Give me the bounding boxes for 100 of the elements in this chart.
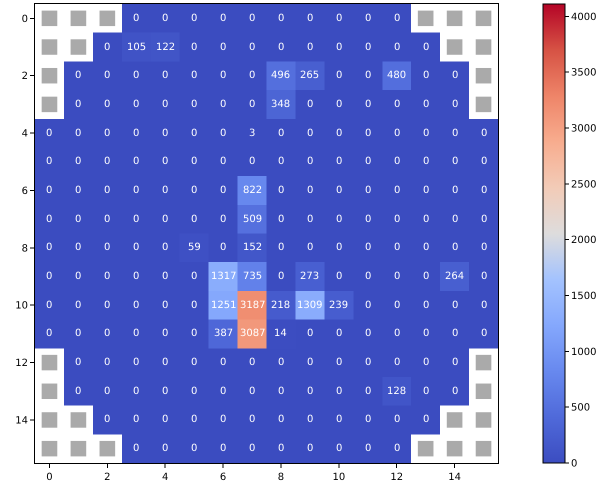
data-label: 0 xyxy=(133,271,140,282)
data-label: 0 xyxy=(191,386,198,397)
data-label: 0 xyxy=(365,128,372,139)
data-label: 0 xyxy=(365,328,372,339)
data-label: 0 xyxy=(452,99,458,110)
data-label: 0 xyxy=(104,185,110,196)
data-label: 0 xyxy=(278,443,284,454)
data-label: 0 xyxy=(481,185,488,196)
data-label: 0 xyxy=(133,443,140,454)
data-label: 0 xyxy=(481,156,488,167)
data-label: 0 xyxy=(75,99,82,110)
data-label: 0 xyxy=(75,328,82,339)
data-label: 0 xyxy=(191,70,198,81)
data-label: 0 xyxy=(104,128,110,139)
data-label: 0 xyxy=(307,185,314,196)
data-label: 0 xyxy=(394,42,400,53)
data-label: 0 xyxy=(423,156,430,167)
data-label: 0 xyxy=(46,300,52,311)
data-label: 0 xyxy=(423,128,430,139)
data-label: 0 xyxy=(249,13,256,24)
data-label: 0 xyxy=(220,214,226,225)
data-label: 0 xyxy=(133,214,140,225)
data-label: 0 xyxy=(481,242,488,253)
data-label: 0 xyxy=(191,99,198,110)
data-label: 0 xyxy=(394,414,400,425)
data-label: 0 xyxy=(278,214,284,225)
data-label: 0 xyxy=(133,70,140,81)
data-label: 1309 xyxy=(297,300,322,311)
data-label: 0 xyxy=(104,70,110,81)
category-label: 2 xyxy=(104,472,111,483)
data-label: 0 xyxy=(336,386,342,397)
data-label: 0 xyxy=(423,271,430,282)
data-label: 0 xyxy=(191,357,198,368)
data-label: 348 xyxy=(271,99,290,110)
data-label: 0 xyxy=(104,328,110,339)
color-bar-label: 3500 xyxy=(571,68,596,79)
data-label: 0 xyxy=(191,414,198,425)
data-label: 0 xyxy=(75,128,82,139)
data-label: 0 xyxy=(133,357,140,368)
data-label: 0 xyxy=(249,443,256,454)
data-label: 0 xyxy=(249,70,256,81)
data-label: 0 xyxy=(365,185,372,196)
category-label: 10 xyxy=(332,472,346,483)
data-label: 0 xyxy=(104,99,110,110)
data-label: 0 xyxy=(423,328,430,339)
data-label: 0 xyxy=(394,13,400,24)
y-category-label: 6 xyxy=(22,186,28,197)
data-label: 0 xyxy=(162,300,168,311)
data-label: 0 xyxy=(133,242,140,253)
data-label: 0 xyxy=(365,443,372,454)
data-label: 0 xyxy=(133,156,140,167)
data-label: 0 xyxy=(162,156,168,167)
data-label: 0 xyxy=(394,357,400,368)
data-label: 0 xyxy=(394,443,400,454)
data-label: 0 xyxy=(336,70,342,81)
color-bar-label: 1500 xyxy=(571,290,596,302)
data-label: 0 xyxy=(365,214,372,225)
data-label: 0 xyxy=(133,386,140,397)
data-label: 0 xyxy=(394,271,400,282)
data-label: 273 xyxy=(300,271,320,282)
data-label: 0 xyxy=(278,128,284,139)
data-label: 0 xyxy=(336,414,342,425)
data-label: 1317 xyxy=(211,271,236,282)
y-category-label: 10 xyxy=(15,300,28,312)
data-label: 0 xyxy=(423,386,430,397)
y-category-label: 8 xyxy=(22,243,28,254)
data-label: 0 xyxy=(394,242,400,253)
data-label: 0 xyxy=(278,42,284,53)
data-label: 0 xyxy=(191,42,198,53)
data-label: 0 xyxy=(162,99,168,110)
data-label: 0 xyxy=(307,328,314,339)
data-label: 0 xyxy=(46,214,52,225)
data-label: 0 xyxy=(249,386,256,397)
data-label: 0 xyxy=(336,443,342,454)
category-label: 4 xyxy=(162,472,168,483)
data-label: 0 xyxy=(75,357,82,368)
data-label: 14 xyxy=(274,328,287,339)
data-label: 480 xyxy=(387,70,406,81)
data-label: 122 xyxy=(156,42,176,53)
data-label: 0 xyxy=(75,70,82,81)
data-label: 0 xyxy=(220,70,226,81)
data-label: 0 xyxy=(452,357,458,368)
data-label: 0 xyxy=(133,300,140,311)
color-bar-label: 500 xyxy=(571,402,590,414)
data-label: 0 xyxy=(133,328,140,339)
data-label: 1251 xyxy=(211,300,236,311)
data-label: 0 xyxy=(365,414,372,425)
data-label: 0 xyxy=(307,42,314,53)
data-label: 0 xyxy=(162,70,168,81)
data-label: 0 xyxy=(336,156,342,167)
data-label: 0 xyxy=(220,99,226,110)
data-label: 0 xyxy=(249,42,256,53)
data-label: 0 xyxy=(220,386,226,397)
y-category-label: 0 xyxy=(22,14,28,25)
data-label: 0 xyxy=(162,386,168,397)
data-label: 0 xyxy=(249,414,256,425)
data-label: 0 xyxy=(336,242,342,253)
data-label: 0 xyxy=(104,386,110,397)
data-label: 0 xyxy=(162,443,168,454)
data-label: 0 xyxy=(220,443,226,454)
